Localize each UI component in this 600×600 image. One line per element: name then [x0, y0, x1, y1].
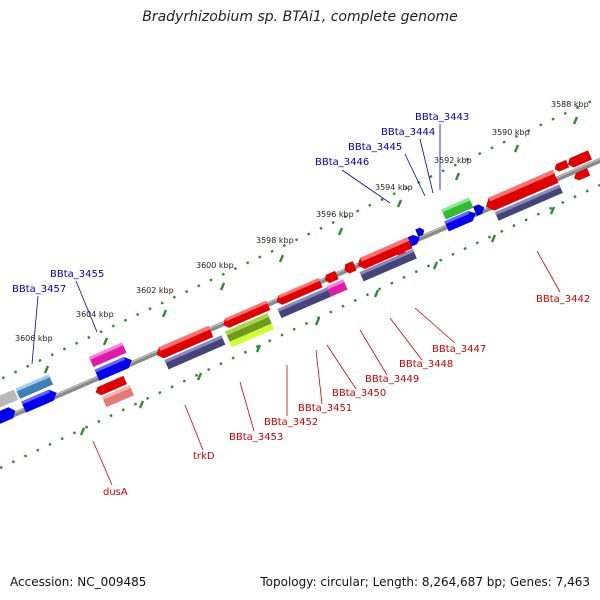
gene-bbta-3444[interactable] — [444, 209, 478, 232]
gene-bbta-3449[interactable] — [359, 249, 417, 282]
gene-bbta-3457[interactable] — [15, 374, 54, 399]
gene-label: BBta_3442 — [536, 294, 590, 305]
scale-label: 3598 kbp — [256, 236, 294, 245]
gene-grey[interactable] — [0, 389, 19, 415]
scale-label: 3590 kbp — [492, 128, 530, 137]
gene-bbta-3445[interactable] — [472, 203, 486, 216]
gene-red-small-a[interactable] — [343, 261, 357, 275]
gene-dusa-b[interactable] — [102, 385, 134, 408]
genome-summary: Topology: circular; Length: 8,264,687 bp… — [260, 575, 590, 589]
gene-bbta-3443[interactable] — [441, 197, 474, 220]
gene-bbta-3448[interactable] — [355, 237, 413, 271]
gene-label: BBta_3448 — [399, 359, 453, 370]
reverse-major-ticks — [79, 206, 556, 436]
gene-label: BBta_3451 — [298, 403, 352, 414]
scale-label: 3604 kbp — [76, 310, 114, 319]
forward-major-ticks — [43, 116, 579, 374]
gene-bbta-3450[interactable] — [323, 270, 339, 284]
gene-red-edge-2[interactable] — [553, 159, 570, 173]
scale-label: 3600 kbp — [196, 261, 234, 270]
accession-label: Accession: NC_009485 — [10, 575, 147, 589]
reverse-leaders — [92, 250, 561, 486]
gene-label: BBta_3443 — [415, 112, 469, 123]
gene-label: BBta_3450 — [332, 388, 386, 399]
gene-bbta-3442[interactable] — [483, 169, 559, 213]
gene-bbta-3453[interactable] — [221, 300, 271, 330]
gene-trkd-b[interactable] — [164, 335, 226, 370]
scale-label: 3602 kbp — [136, 286, 174, 295]
gene-bbta-3457-arrow[interactable] — [21, 387, 59, 413]
scale-label: 3596 kbp — [316, 210, 354, 219]
gene-forward-small[interactable] — [415, 226, 426, 237]
scale-label: 3592 kbp — [434, 156, 472, 165]
gene-label: BBta_3445 — [348, 142, 402, 153]
gene-label: BBta_3453 — [229, 432, 283, 443]
gene-label: BBta_3452 — [264, 417, 318, 428]
scale-label: 3594 kbp — [375, 183, 413, 192]
gene-bbta-3455-arrow[interactable] — [94, 355, 135, 381]
gene-label: trkD — [193, 451, 215, 462]
gene-trkd[interactable] — [154, 325, 214, 360]
gene-dusa[interactable] — [94, 375, 127, 397]
gene-bbta-3453-b[interactable] — [225, 313, 272, 342]
scale-label: 3588 kbp — [551, 100, 589, 109]
gene-label: BBta_3446 — [315, 157, 369, 168]
gene-label: BBta_3455 — [50, 269, 104, 280]
gene-bbta-3442-b[interactable] — [495, 184, 563, 221]
gene-bbta-3452-b[interactable] — [277, 287, 332, 319]
gene-blue-left[interactable] — [0, 405, 18, 425]
forward-leaders — [31, 124, 441, 365]
gene-label: BBta_3447 — [432, 344, 486, 355]
forward-scale-track — [0, 95, 600, 381]
gene-label: dusA — [103, 487, 128, 498]
gene-label: BBta_3457 — [12, 284, 66, 295]
gene-label: BBta_3444 — [381, 127, 435, 138]
gene-bbta-3455[interactable] — [89, 342, 127, 368]
gene-bbta-3453-c[interactable] — [229, 323, 275, 348]
gene-label: BBta_3449 — [365, 374, 419, 385]
gene-bbta-3452[interactable] — [275, 278, 323, 306]
gene-red-edge[interactable] — [566, 150, 592, 169]
map-title: Bradyrhizobium sp. BTAi1, complete genom… — [142, 9, 458, 25]
gene-bbta-3442-c[interactable] — [572, 168, 591, 182]
gene-bbta-3451[interactable] — [326, 279, 348, 297]
